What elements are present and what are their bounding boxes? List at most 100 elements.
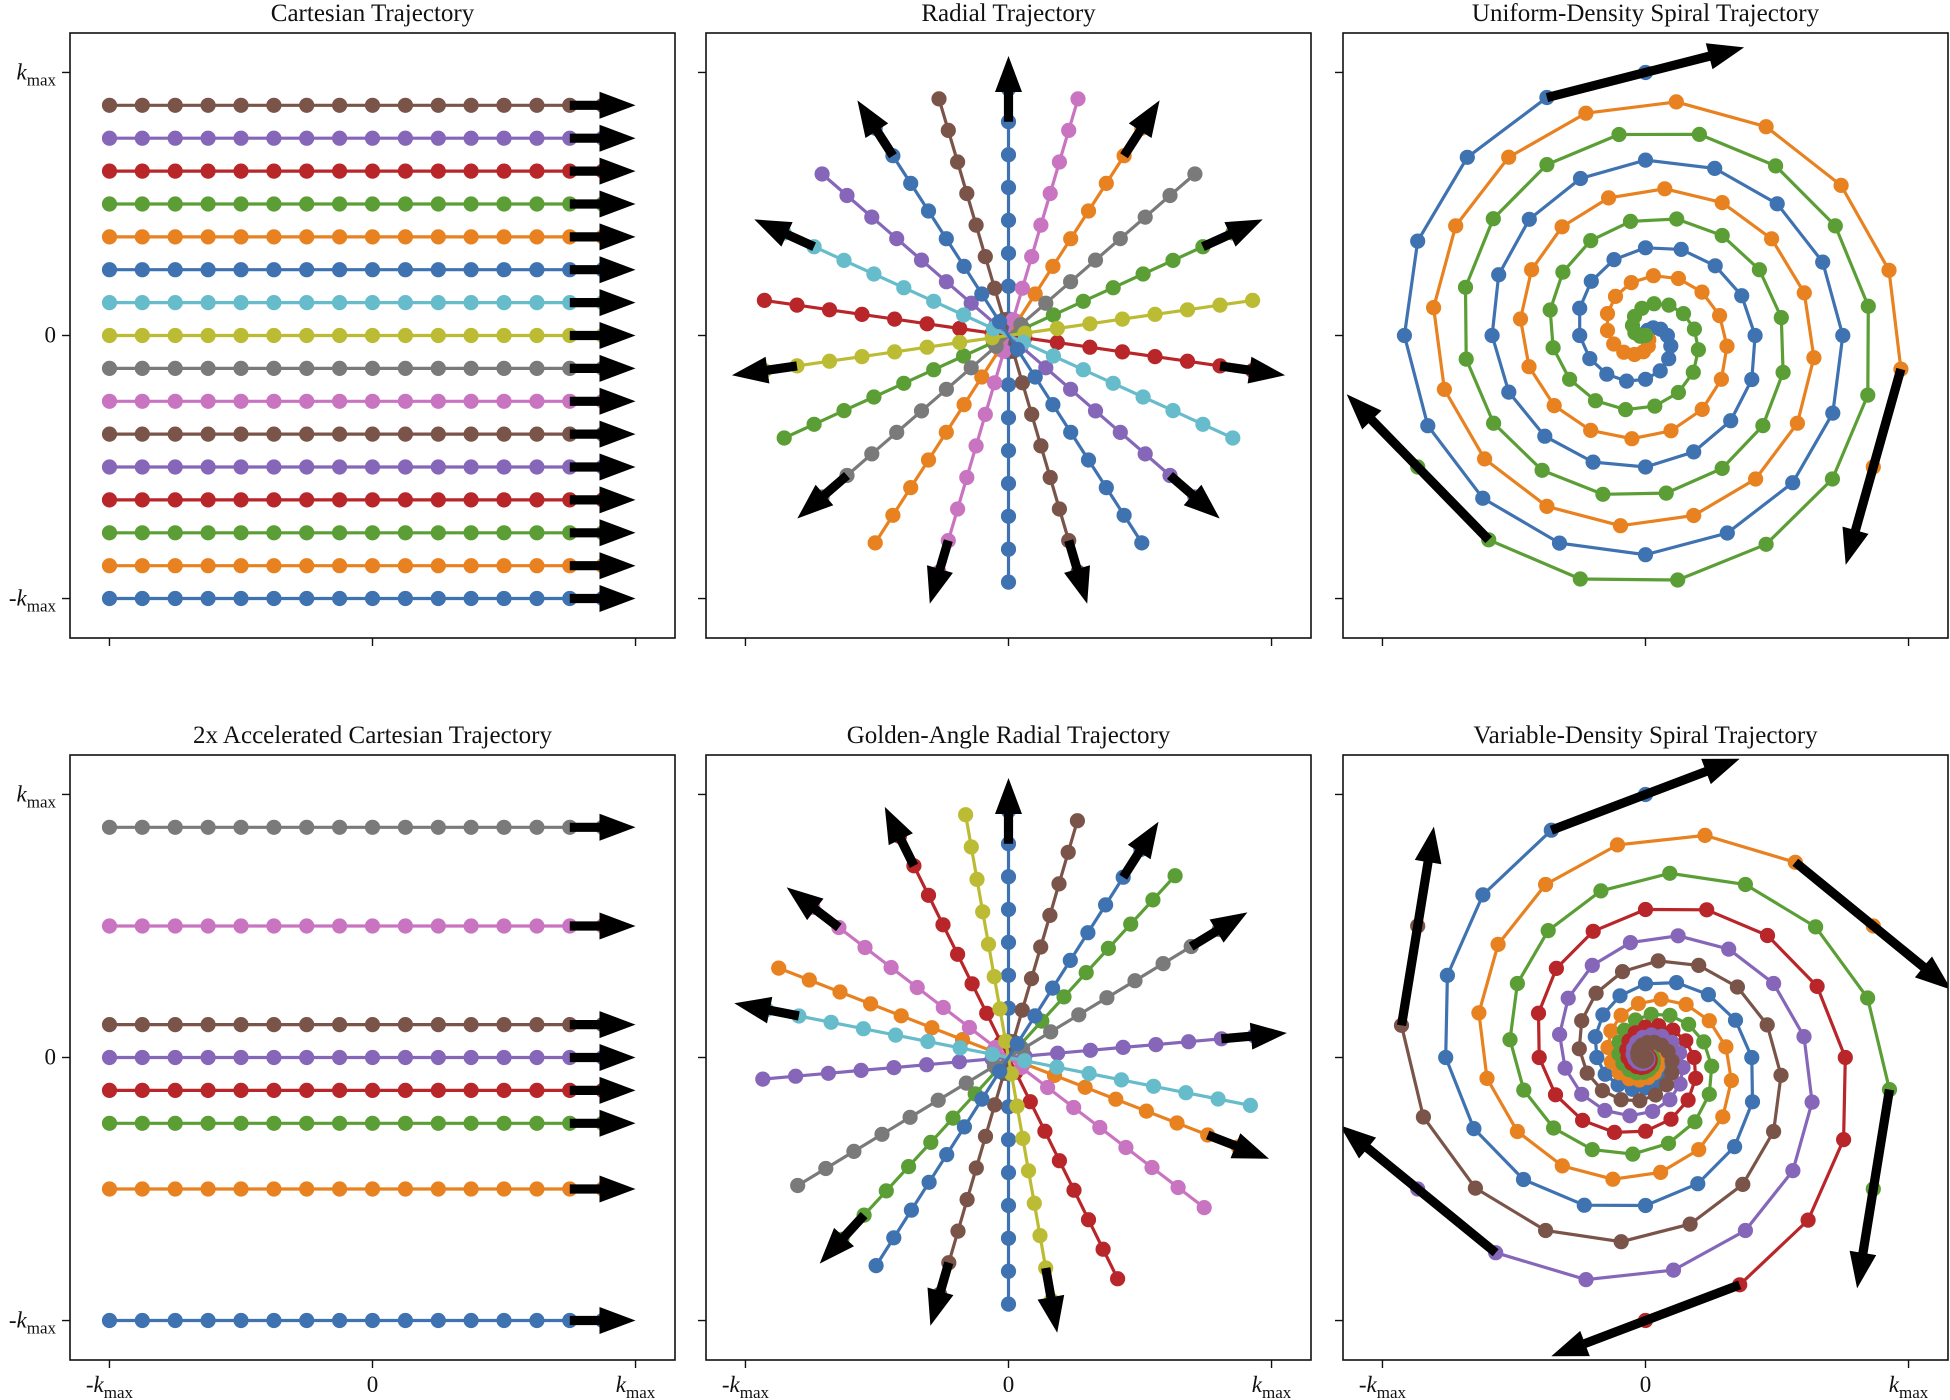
sample-point	[959, 1192, 975, 1208]
sample-point	[1637, 152, 1654, 168]
subplot-spiral: Variable-Density Spiral Trajectory -kmax 0…	[1335, 722, 1949, 1400]
sample-point	[1515, 1171, 1532, 1188]
sample-point	[529, 1017, 545, 1033]
sample-point	[961, 1019, 978, 1036]
sample-point	[1042, 907, 1058, 924]
direction-arrow	[1549, 758, 1740, 835]
sample-point	[1675, 306, 1692, 322]
trajectory-line	[874, 848, 1143, 1267]
sample-point	[1583, 233, 1599, 249]
sample-point	[200, 1115, 216, 1131]
sample-point	[1116, 507, 1132, 523]
subplot-cartesian: Cartesian Trajectory -kmax 0 kmax	[9, 0, 676, 646]
direction-arrow	[1064, 539, 1090, 604]
sample-point	[913, 252, 930, 268]
sample-point	[233, 130, 249, 146]
trajectory-series	[101, 1312, 611, 1329]
sample-point	[1000, 1263, 1017, 1279]
sample-point	[364, 426, 381, 442]
sample-point	[299, 163, 315, 179]
sample-point	[463, 819, 479, 835]
sample-point	[903, 175, 919, 191]
sample-point	[463, 426, 479, 442]
sample-point	[1554, 219, 1570, 235]
sample-point	[529, 819, 545, 835]
sample-point	[1547, 1087, 1564, 1103]
sample-point	[200, 492, 216, 508]
sample-point	[1080, 203, 1097, 219]
sample-point	[1719, 525, 1735, 541]
sample-point	[1622, 1108, 1638, 1124]
sample-point	[200, 918, 216, 934]
sample-point	[200, 459, 216, 475]
sample-point	[364, 1312, 381, 1329]
sample-point	[299, 819, 315, 835]
sample-point	[1148, 1037, 1164, 1053]
sample-point	[463, 918, 479, 934]
sample-point	[1587, 393, 1604, 409]
sample-point	[200, 393, 216, 409]
sample-point	[1665, 1262, 1682, 1278]
sample-point	[1181, 1034, 1197, 1050]
sample-point	[1587, 1029, 1603, 1045]
sample-point	[1606, 336, 1622, 352]
sample-point	[529, 558, 545, 574]
sample-point	[233, 1049, 249, 1066]
sample-point	[1546, 398, 1562, 414]
sample-point	[1661, 297, 1677, 313]
sample-point	[233, 1017, 249, 1033]
sample-point	[987, 280, 1003, 296]
sample-point	[1694, 401, 1710, 417]
sample-point	[332, 360, 348, 376]
trajectory-series	[101, 130, 611, 146]
sample-point	[1524, 262, 1540, 278]
sample-point	[1624, 431, 1640, 447]
sample-point	[1490, 936, 1506, 953]
sample-point	[430, 130, 446, 146]
sample-point	[233, 1115, 249, 1131]
sample-point	[952, 1040, 968, 1056]
sample-point	[1691, 1142, 1707, 1158]
sample-point	[1690, 342, 1706, 358]
sample-point	[167, 360, 183, 376]
sample-point	[364, 295, 381, 311]
sample-point	[1063, 424, 1079, 440]
sample-point	[233, 1181, 249, 1197]
sample-point	[332, 1049, 348, 1066]
sample-point	[1501, 384, 1517, 400]
sample-point	[134, 918, 150, 934]
direction-arrow	[569, 289, 636, 317]
sample-point	[1670, 384, 1686, 401]
sample-point	[1509, 1123, 1525, 1140]
trajectory-series	[101, 327, 611, 344]
sample-point	[902, 1109, 918, 1125]
sample-point	[1448, 218, 1464, 234]
trajectory-series	[101, 196, 611, 212]
sample-point	[1860, 298, 1876, 314]
sample-point	[134, 525, 150, 541]
subplot-spiral: Uniform-Density Spiral Trajectory	[1335, 0, 1949, 646]
x-tick-label: kmax	[616, 1372, 656, 1400]
sample-point	[233, 196, 249, 212]
direction-arrow	[1120, 100, 1160, 159]
sample-point	[1603, 1023, 1619, 1039]
sample-point	[920, 203, 937, 219]
sample-point	[299, 1115, 315, 1131]
sample-point	[430, 196, 446, 212]
sample-point	[233, 426, 249, 442]
sample-point	[529, 295, 545, 311]
sample-point	[1187, 166, 1203, 182]
sample-point	[1686, 1049, 1702, 1066]
trajectory-series	[1396, 64, 1851, 563]
sample-point	[1579, 1065, 1595, 1081]
sample-point	[364, 525, 381, 541]
sample-point	[134, 819, 150, 835]
sample-point	[1426, 300, 1442, 316]
sample-point	[1134, 535, 1150, 551]
direction-arrow	[995, 778, 1022, 844]
sample-point	[1027, 369, 1043, 385]
sample-point	[430, 1049, 446, 1066]
sample-point	[233, 459, 249, 475]
sample-point	[1583, 273, 1599, 289]
sample-point	[1000, 901, 1017, 918]
